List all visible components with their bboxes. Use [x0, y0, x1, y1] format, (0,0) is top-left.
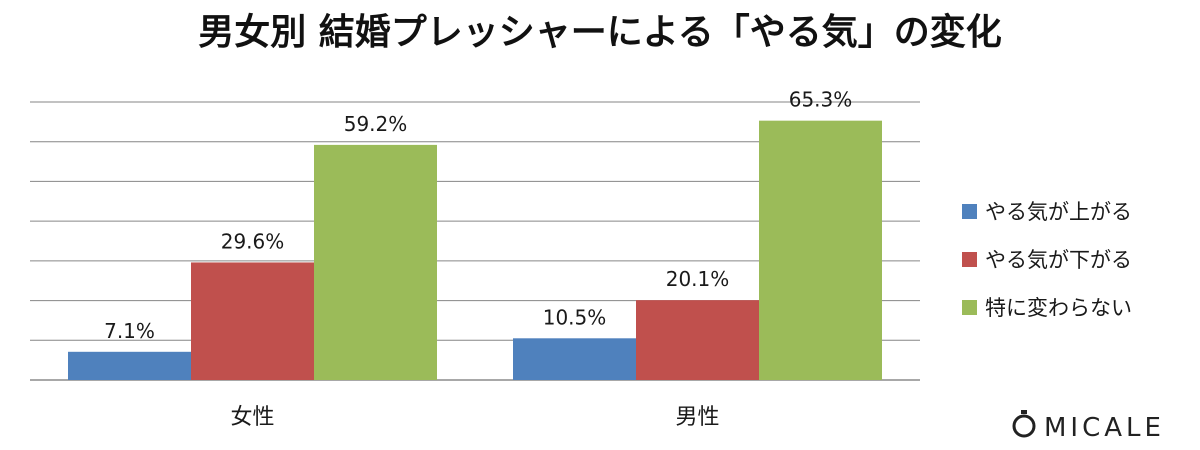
data-label: 29.6%: [221, 229, 285, 253]
data-label: 10.5%: [543, 305, 607, 329]
bar: [636, 300, 759, 380]
data-label: 20.1%: [666, 267, 730, 291]
legend-label: やる気が下がる: [985, 248, 1132, 272]
category-label: 男性: [675, 405, 719, 430]
data-label: 59.2%: [344, 112, 408, 136]
logo-ring-cap: [1021, 410, 1027, 414]
category-labels: 女性 男性: [230, 405, 719, 430]
bars: [68, 120, 882, 380]
logo-ring-icon: [1012, 414, 1036, 438]
data-label: 7.1%: [104, 319, 155, 343]
legend-swatch: [962, 252, 977, 267]
bar: [314, 144, 437, 380]
category-label: 女性: [230, 405, 274, 430]
logo-wordmark: MICALE: [1044, 413, 1165, 443]
legend-swatch: [962, 300, 977, 315]
bar: [759, 120, 882, 380]
bar: [191, 262, 314, 380]
data-label: 65.3%: [789, 88, 853, 112]
legend-label: やる気が上がる: [985, 200, 1132, 224]
legend-label: 特に変わらない: [985, 296, 1132, 320]
legend-swatch: [962, 204, 977, 219]
bar: [68, 351, 191, 380]
bar: [513, 338, 636, 380]
chart-title: 男女別 結婚プレッシャーによる「やる気」の変化: [198, 11, 1001, 53]
omicale-logo: MICALE: [1012, 410, 1165, 443]
data-labels: 7.1% 29.6% 59.2% 10.5% 20.1% 65.3%: [104, 88, 852, 343]
